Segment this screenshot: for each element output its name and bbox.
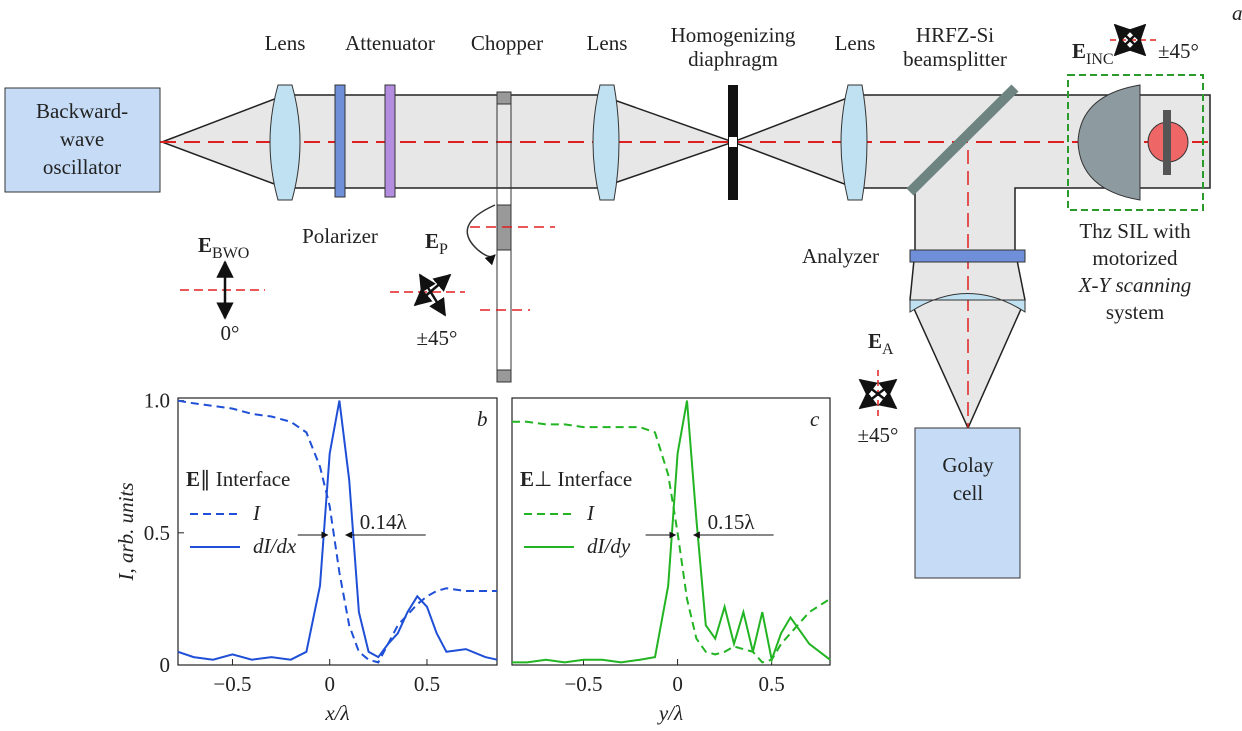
plot-frame (177, 397, 498, 666)
diaphragm-label: diaphragm (688, 47, 778, 71)
lens-label: Lens (835, 31, 876, 55)
sil-label: system (1106, 300, 1164, 324)
field-subscript: P (439, 241, 448, 258)
sil-label: Thz SIL with (1079, 219, 1191, 243)
analyzer-label: Analyzer (802, 244, 879, 268)
legend-title: E⊥ Interface (520, 467, 632, 491)
annotation: 0.15λ (708, 510, 756, 534)
lens (269, 84, 301, 201)
beamsplitter-label: beamsplitter (903, 47, 1007, 71)
beamsplitter (906, 84, 1019, 196)
field-angle: ±45° (858, 423, 899, 447)
legend-title: E∥ Interface (186, 467, 290, 491)
chopper-blade (496, 91, 512, 105)
sil-label: motorized (1092, 246, 1178, 270)
sil-box (1067, 74, 1204, 211)
legend-label: I (252, 501, 261, 525)
detector-label: cell (953, 481, 983, 505)
x-axis-label: x/λ (324, 701, 349, 725)
field-label: EA (868, 329, 894, 358)
x-tick-label: −0.5 (213, 672, 251, 696)
x-tick-label: 0.5 (414, 672, 440, 696)
diagram: a Lens Lens Lens Attenuator Chopper Homo… (4, 1, 1242, 579)
lens-label: Lens (587, 31, 628, 55)
y-tick-label: 0.5 (144, 521, 170, 545)
chopper-blade (496, 369, 512, 383)
sil-label: X-Y scanning (1078, 273, 1192, 297)
detector-label: Golay (942, 453, 994, 477)
series-line (512, 400, 831, 664)
rotation-arrow (466, 204, 496, 266)
beam (159, 94, 1211, 430)
y-tick-label: 1.0 (144, 389, 170, 413)
source-label: oscillator (43, 155, 121, 179)
field-label: EBWO (198, 233, 249, 262)
series-line (177, 400, 498, 661)
field-subscript: A (882, 341, 894, 358)
source-label: wave (60, 127, 104, 151)
diaphragm-label: Homogenizing (671, 23, 796, 47)
polarizer-label: Polarizer (302, 224, 378, 248)
annotation: 0.14λ (360, 510, 408, 534)
field-label: EINC (1072, 39, 1114, 68)
chopper-label: Chopper (471, 31, 543, 55)
field-label: EP (425, 229, 448, 258)
legend-text: ∥ Interface (200, 467, 290, 491)
stage (1163, 110, 1171, 175)
lens (840, 84, 868, 201)
field-arrows (180, 23, 1160, 420)
field-subscript: INC (1086, 51, 1114, 68)
field-angle: 0° (221, 321, 240, 345)
sil (1077, 84, 1141, 201)
analyzer (909, 249, 1026, 263)
x-tick-label: 0 (672, 672, 683, 696)
plot-frame (511, 397, 831, 666)
panel-label: c (810, 407, 820, 431)
legend-symbol: E (520, 467, 534, 491)
field-symbol: E (198, 233, 212, 257)
attenuator (384, 84, 396, 198)
legend-text: ⊥ Interface (534, 467, 632, 491)
legend-label: dI/dy (587, 534, 631, 558)
source-box (4, 87, 161, 193)
field-symbol: E (1072, 39, 1086, 63)
field-symbol: E (868, 329, 882, 353)
field-angle: ±45° (417, 326, 458, 350)
polarizer (334, 84, 346, 198)
panel-label: a (1232, 1, 1242, 25)
lens-label: Lens (265, 31, 306, 55)
diaphragm-hole (729, 137, 737, 147)
field-angle: ±45° (1158, 39, 1199, 63)
field-symbol: E (425, 229, 439, 253)
panel-label: b (477, 407, 488, 431)
beamsplitter-label: HRFZ-Si (916, 23, 994, 47)
x-tick-label: 0.5 (759, 672, 785, 696)
lens (592, 84, 620, 201)
detector-box (914, 427, 1021, 579)
legend-label: dI/dx (253, 534, 297, 558)
source-label: Backward- (36, 99, 128, 123)
legend-label: I (586, 501, 595, 525)
y-axis-label: I, arb. units (114, 482, 138, 581)
x-tick-label: −0.5 (564, 672, 602, 696)
y-tick-label: 0 (160, 653, 171, 677)
attenuator-label: Attenuator (345, 31, 435, 55)
x-axis-label: y/λ (657, 701, 683, 725)
field-subscript: BWO (212, 245, 249, 262)
x-tick-label: 0 (324, 672, 335, 696)
legend-symbol: E (186, 467, 200, 491)
lens (909, 293, 1026, 313)
